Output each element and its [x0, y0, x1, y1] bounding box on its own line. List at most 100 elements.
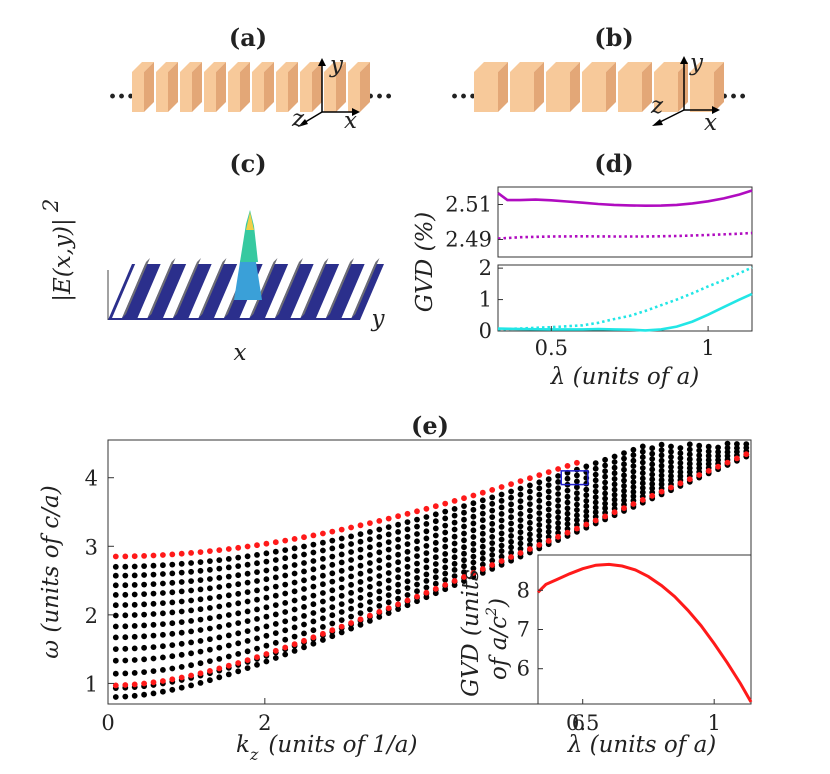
- band-point: [141, 563, 148, 569]
- band-point: [668, 443, 674, 450]
- band-point: [639, 480, 646, 487]
- plot-d-top: 2.51 2.49: [445, 189, 753, 252]
- band-point: [112, 602, 119, 609]
- axis-x-label: x: [344, 108, 357, 134]
- band-point: [451, 547, 458, 554]
- arrowhead-icon: [352, 108, 360, 116]
- band-point: [508, 520, 514, 527]
- band-point: [160, 600, 166, 606]
- band-point: [141, 680, 148, 687]
- band-point: [197, 606, 204, 613]
- band-point: [272, 655, 279, 661]
- band-point: [423, 528, 430, 535]
- band-point: [414, 581, 420, 588]
- band-point: [423, 514, 430, 520]
- band-point: [432, 568, 439, 574]
- band-point: [574, 466, 580, 473]
- band-point: [178, 588, 185, 595]
- band-point: [461, 563, 467, 570]
- band-point: [357, 594, 364, 601]
- band-point: [592, 504, 599, 511]
- band-point: [207, 558, 213, 564]
- band-point: [527, 482, 533, 489]
- band-point: [376, 549, 383, 556]
- slab-side: [534, 62, 544, 112]
- band-point: [244, 570, 251, 577]
- band-point: [329, 537, 336, 544]
- band-point: [630, 463, 637, 469]
- band-point: [367, 560, 373, 566]
- band-point: [376, 603, 383, 609]
- arrowhead-icon: [680, 56, 688, 64]
- slab-side: [714, 62, 724, 112]
- band-point: [658, 441, 665, 448]
- band-point: [367, 529, 373, 535]
- band-point: [329, 612, 336, 619]
- band-point: [150, 632, 157, 639]
- band-point: [367, 606, 373, 613]
- band-point: [404, 548, 411, 555]
- e-ylabel-text: ω (units of c/a): [38, 485, 64, 658]
- band-point: [470, 553, 477, 560]
- field-xlabel: x: [234, 340, 247, 366]
- band-point: [141, 601, 148, 608]
- band-point: [677, 455, 684, 461]
- band-point: [621, 466, 627, 473]
- waveguide-ridge: [316, 262, 350, 318]
- band-point: [423, 578, 430, 584]
- band-point: [564, 487, 571, 494]
- band-point: [715, 453, 721, 459]
- slab-face: [204, 72, 216, 112]
- band-point: [442, 570, 449, 577]
- band-point: [160, 643, 166, 650]
- slab-face: [132, 72, 144, 112]
- band-point: [574, 507, 580, 513]
- band-point: [338, 535, 345, 542]
- band-point: [141, 691, 148, 698]
- band-point: [451, 567, 458, 573]
- band-point: [517, 498, 524, 504]
- band-point: [696, 447, 703, 454]
- panel-a: (a) ... ... y x z: [108, 23, 393, 134]
- band-point: [498, 542, 505, 549]
- band-point: [414, 575, 420, 581]
- band-point: [451, 506, 458, 512]
- band-point: [357, 546, 364, 553]
- band-point: [470, 513, 477, 520]
- y-tick-label: 8: [517, 578, 530, 602]
- band-point: [564, 505, 571, 512]
- band-point: [301, 604, 307, 610]
- band-point: [329, 587, 336, 594]
- band-point: [611, 453, 618, 460]
- band-point: [225, 556, 232, 562]
- band-point: [649, 485, 656, 492]
- band-point: [244, 665, 251, 671]
- band-point: [508, 488, 514, 495]
- slab-side: [570, 62, 580, 112]
- band-point: [395, 513, 401, 520]
- slab-side: [168, 62, 178, 112]
- band-point: [517, 535, 524, 541]
- series-line-dotted: [497, 266, 753, 331]
- slab-side: [678, 62, 688, 112]
- band-point: [479, 517, 486, 524]
- band-point: [649, 471, 656, 478]
- band-point: [320, 624, 326, 630]
- band-point: [508, 527, 514, 533]
- band-point: [564, 463, 571, 469]
- band-point: [442, 515, 449, 522]
- slab-face: [228, 72, 240, 112]
- band-point: [235, 572, 242, 579]
- band-point: [301, 534, 307, 541]
- band-point: [112, 657, 119, 664]
- band-point: [291, 570, 298, 577]
- band-point: [150, 690, 157, 697]
- band-point: [367, 536, 373, 543]
- slab-face: [276, 72, 288, 112]
- band-point: [498, 530, 505, 537]
- band-point: [207, 658, 213, 664]
- band-point: [141, 644, 148, 651]
- band-point: [649, 450, 656, 457]
- band-point: [282, 636, 289, 643]
